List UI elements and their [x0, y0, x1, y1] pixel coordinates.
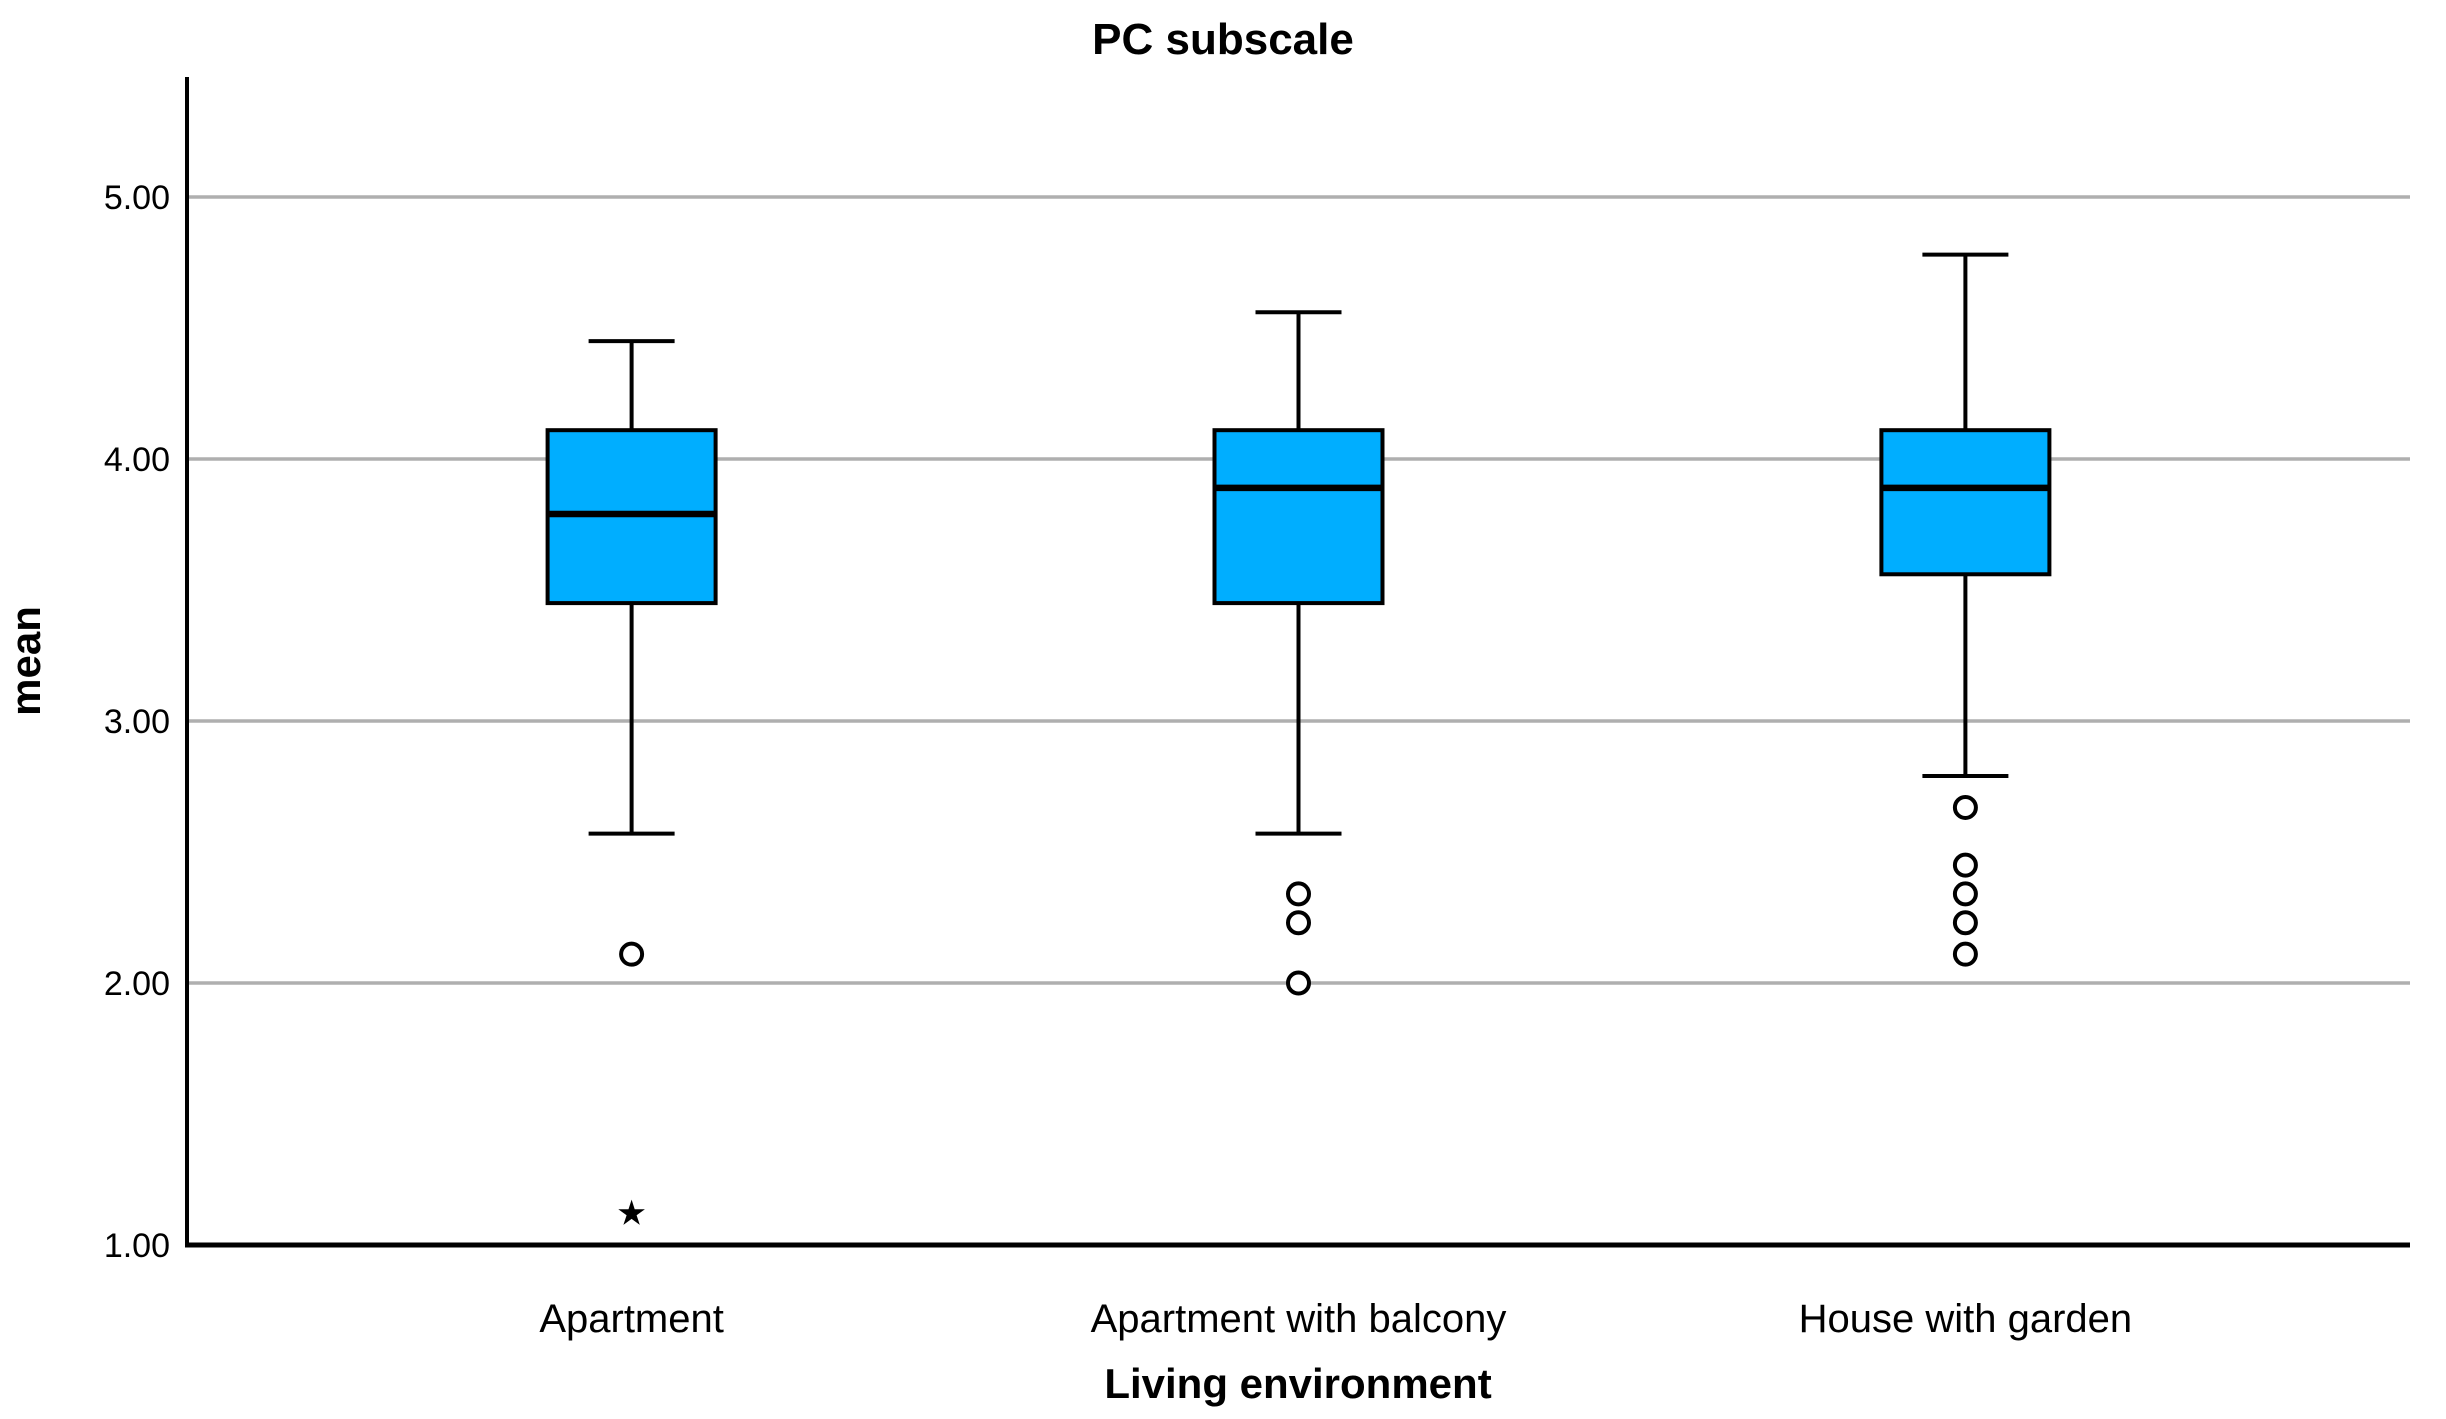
y-tick-label: 3.00	[104, 703, 170, 741]
chart-title: PC subscale	[1092, 15, 1354, 64]
y-axis-title: mean	[2, 606, 49, 716]
x-category-label: House with garden	[1799, 1297, 2133, 1341]
outlier-marker	[1286, 881, 1311, 907]
outlier-marker	[1286, 970, 1311, 996]
y-tick-label: 5.00	[104, 179, 170, 217]
outlier-marker	[1952, 881, 1978, 907]
y-tick-label: 4.00	[104, 441, 170, 479]
iqr-box	[1879, 428, 2052, 577]
iqr-box	[1212, 428, 1385, 606]
y-tick-label: 1.00	[104, 1227, 170, 1265]
outlier-marker	[1952, 852, 1978, 878]
y-tick-label: 2.00	[104, 965, 170, 1003]
outlier-marker	[619, 941, 645, 967]
box-layer	[545, 252, 2052, 1225]
outlier-marker	[1286, 910, 1311, 936]
outlier-marker	[1952, 910, 1978, 936]
outlier-marker	[1952, 794, 1978, 820]
extreme-marker	[618, 1199, 645, 1225]
x-axis-title: Living environment	[1104, 1360, 1491, 1407]
x-category-label: Apartment with balcony	[1091, 1297, 1507, 1341]
outlier-marker	[1952, 941, 1978, 967]
x-category-label: Apartment	[539, 1297, 724, 1341]
axis-layer	[185, 77, 2410, 1248]
text-layer: 1.00 2.00 3.00 4.00 5.00 Apartment Apartment w…	[104, 179, 2132, 1341]
